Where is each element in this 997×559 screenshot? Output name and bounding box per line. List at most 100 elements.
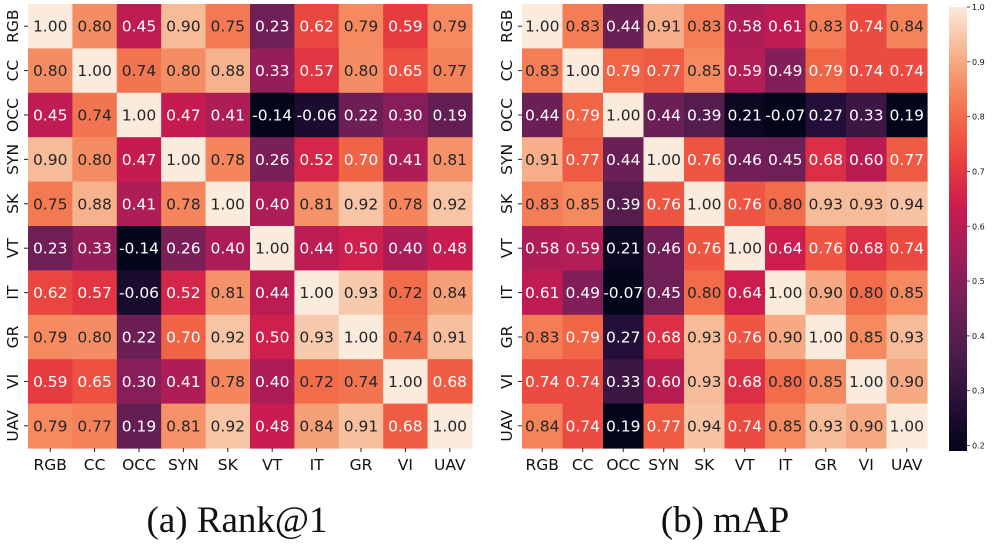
cell-label-1-8: 0.74 bbox=[849, 62, 884, 80]
cell-label-5-7: 0.76 bbox=[808, 240, 843, 258]
cell-7-0 bbox=[522, 314, 564, 360]
cell-label-3-1: 0.80 bbox=[77, 151, 112, 169]
cell-6-2 bbox=[116, 270, 162, 316]
cell-label-8-0: 0.59 bbox=[33, 373, 68, 391]
y-tick-label-4: SK bbox=[498, 193, 516, 214]
colorbar: 0.2 0.3 0.4 0.5 0.6 0.7 0.8 0.9 1.0 bbox=[949, 3, 985, 451]
cell-label-4-8: 0.78 bbox=[388, 195, 423, 213]
cell-0-1 bbox=[562, 4, 604, 49]
cell-label-2-7: 0.22 bbox=[344, 107, 379, 125]
cell-9-0 bbox=[522, 403, 564, 449]
cell-label-7-3: 0.70 bbox=[166, 329, 201, 347]
cell-4-3 bbox=[161, 181, 207, 227]
x-tick-label-9: UAV bbox=[434, 456, 466, 474]
cell-label-6-8: 0.80 bbox=[849, 284, 884, 302]
cell-7-4 bbox=[205, 314, 251, 360]
cell-8-7 bbox=[338, 359, 384, 405]
cell-label-3-9: 0.77 bbox=[889, 151, 924, 169]
cell-label-7-4: 0.92 bbox=[211, 329, 246, 347]
cell-label-4-6: 0.81 bbox=[299, 195, 334, 213]
cell-label-4-9: 0.94 bbox=[889, 195, 924, 213]
cell-label-1-1: 1.00 bbox=[565, 62, 600, 80]
cell-0-0 bbox=[28, 4, 73, 49]
cell-label-3-7: 0.70 bbox=[344, 151, 379, 169]
cell-7-5 bbox=[724, 314, 766, 360]
cell-0-9 bbox=[427, 4, 473, 49]
cell-label-7-3: 0.68 bbox=[646, 329, 681, 347]
cell-3-0 bbox=[28, 137, 73, 183]
cell-label-4-1: 0.88 bbox=[77, 195, 112, 213]
cell-label-0-8: 0.74 bbox=[849, 18, 884, 36]
cell-label-4-5: 0.40 bbox=[255, 195, 290, 213]
cell-label-8-9: 0.90 bbox=[889, 373, 924, 391]
cell-5-3 bbox=[161, 226, 207, 271]
cell-label-4-4: 1.00 bbox=[211, 195, 246, 213]
cell-label-1-9: 0.74 bbox=[889, 62, 924, 80]
cell-0-2 bbox=[603, 4, 645, 49]
cell-label-1-4: 0.85 bbox=[687, 62, 722, 80]
cell-label-8-6: 0.72 bbox=[299, 373, 334, 391]
y-tick-label-8: VI bbox=[498, 374, 516, 389]
cell-label-2-1: 0.74 bbox=[77, 107, 112, 125]
cell-5-4 bbox=[684, 226, 726, 271]
cell-4-5 bbox=[250, 181, 295, 227]
x-tick-label-7: GR bbox=[814, 456, 837, 474]
cell-9-0 bbox=[28, 403, 73, 449]
cell-label-8-2: 0.30 bbox=[122, 373, 157, 391]
cell-3-3 bbox=[161, 137, 207, 183]
y-tick-label-8: VI bbox=[4, 374, 22, 389]
cell-label-9-0: 0.79 bbox=[33, 417, 68, 435]
cell-label-5-8: 0.68 bbox=[849, 240, 884, 258]
cell-7-1 bbox=[562, 314, 604, 360]
cell-label-4-5: 0.76 bbox=[727, 195, 762, 213]
colorbar-tick-label-5: 0.7 bbox=[972, 167, 985, 176]
cell-9-9 bbox=[427, 403, 473, 449]
cell-label-6-1: 0.49 bbox=[565, 284, 600, 302]
cell-7-9 bbox=[886, 314, 928, 360]
cell-label-4-3: 0.78 bbox=[166, 195, 201, 213]
cell-4-8 bbox=[383, 181, 429, 227]
cell-label-2-5: -0.14 bbox=[252, 107, 292, 125]
cell-label-2-4: 0.39 bbox=[687, 107, 722, 125]
cell-2-6 bbox=[765, 92, 807, 138]
cell-label-7-5: 0.50 bbox=[255, 329, 290, 347]
y-tick-label-3: SYN bbox=[498, 144, 516, 175]
cell-label-5-2: -0.14 bbox=[119, 240, 159, 258]
cell-label-0-4: 0.83 bbox=[687, 18, 722, 36]
cell-9-8 bbox=[846, 403, 888, 449]
cell-label-6-4: 0.81 bbox=[211, 284, 246, 302]
cell-7-6 bbox=[765, 314, 807, 360]
cell-2-5 bbox=[724, 92, 766, 138]
cell-3-8 bbox=[383, 137, 429, 183]
cell-7-6 bbox=[294, 314, 340, 360]
x-tick-label-2: OCC bbox=[606, 456, 640, 474]
cell-label-6-0: 0.61 bbox=[525, 284, 560, 302]
y-tick-label-5: VT bbox=[498, 238, 516, 259]
cell-label-1-0: 0.80 bbox=[33, 62, 68, 80]
cell-label-7-6: 0.90 bbox=[768, 329, 803, 347]
cell-label-1-7: 0.79 bbox=[808, 62, 843, 80]
cell-label-7-9: 0.91 bbox=[433, 329, 468, 347]
cell-3-7 bbox=[805, 137, 847, 183]
cell-7-5 bbox=[250, 314, 295, 360]
cell-label-9-8: 0.90 bbox=[849, 417, 884, 435]
cell-label-9-6: 0.85 bbox=[768, 417, 803, 435]
cell-1-8 bbox=[846, 48, 888, 94]
cell-4-1 bbox=[72, 181, 118, 227]
cell-label-7-7: 1.00 bbox=[344, 329, 379, 347]
cell-0-6 bbox=[294, 4, 340, 49]
cell-7-7 bbox=[338, 314, 384, 360]
cell-label-6-9: 0.85 bbox=[889, 284, 924, 302]
cell-6-6 bbox=[294, 270, 340, 316]
cell-label-9-5: 0.74 bbox=[727, 417, 762, 435]
cell-label-7-8: 0.85 bbox=[849, 329, 884, 347]
y-tick-label-9: UAV bbox=[498, 410, 516, 442]
cell-label-8-7: 0.74 bbox=[344, 373, 379, 391]
cell-5-6 bbox=[294, 226, 340, 271]
cell-8-2 bbox=[116, 359, 162, 405]
cell-label-4-3: 0.76 bbox=[646, 195, 681, 213]
cell-label-0-0: 1.00 bbox=[525, 18, 560, 36]
cell-label-0-0: 1.00 bbox=[33, 18, 68, 36]
cell-8-7 bbox=[805, 359, 847, 405]
cell-label-0-3: 0.91 bbox=[646, 18, 681, 36]
